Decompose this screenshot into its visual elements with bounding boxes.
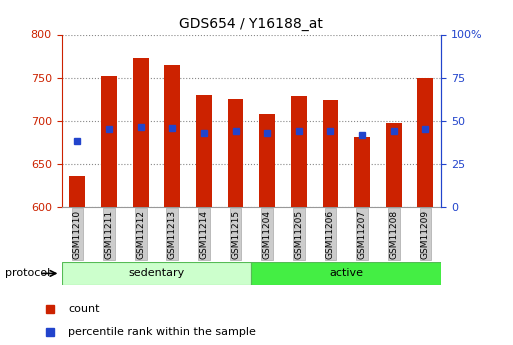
- Text: GSM11211: GSM11211: [105, 210, 113, 259]
- Bar: [196, 95, 212, 207]
- Text: GSM11210: GSM11210: [73, 210, 82, 259]
- Bar: [418, 78, 433, 207]
- Bar: [228, 99, 244, 207]
- Bar: [101, 76, 117, 207]
- Text: sedentary: sedentary: [128, 268, 185, 278]
- Text: GSM11213: GSM11213: [168, 210, 177, 259]
- Bar: [164, 65, 180, 207]
- Bar: [354, 137, 370, 207]
- Text: count: count: [68, 304, 100, 314]
- Text: GSM11209: GSM11209: [421, 210, 430, 259]
- Bar: [291, 96, 307, 207]
- Text: GSM11207: GSM11207: [358, 210, 367, 259]
- Text: GSM11208: GSM11208: [389, 210, 398, 259]
- Bar: [386, 123, 402, 207]
- Bar: [62, 262, 251, 285]
- Text: GSM11215: GSM11215: [231, 210, 240, 259]
- Text: protocol: protocol: [5, 268, 50, 278]
- Bar: [259, 114, 275, 207]
- Bar: [133, 58, 149, 207]
- Text: GSM11205: GSM11205: [294, 210, 303, 259]
- Bar: [323, 100, 339, 207]
- Text: GSM11204: GSM11204: [263, 210, 272, 259]
- Text: active: active: [329, 268, 363, 278]
- Title: GDS654 / Y16188_at: GDS654 / Y16188_at: [180, 17, 323, 31]
- Text: GSM11206: GSM11206: [326, 210, 335, 259]
- Bar: [69, 176, 85, 207]
- Text: GSM11212: GSM11212: [136, 210, 145, 259]
- Text: GSM11214: GSM11214: [200, 210, 208, 259]
- Text: percentile rank within the sample: percentile rank within the sample: [68, 327, 256, 337]
- Bar: [251, 262, 441, 285]
